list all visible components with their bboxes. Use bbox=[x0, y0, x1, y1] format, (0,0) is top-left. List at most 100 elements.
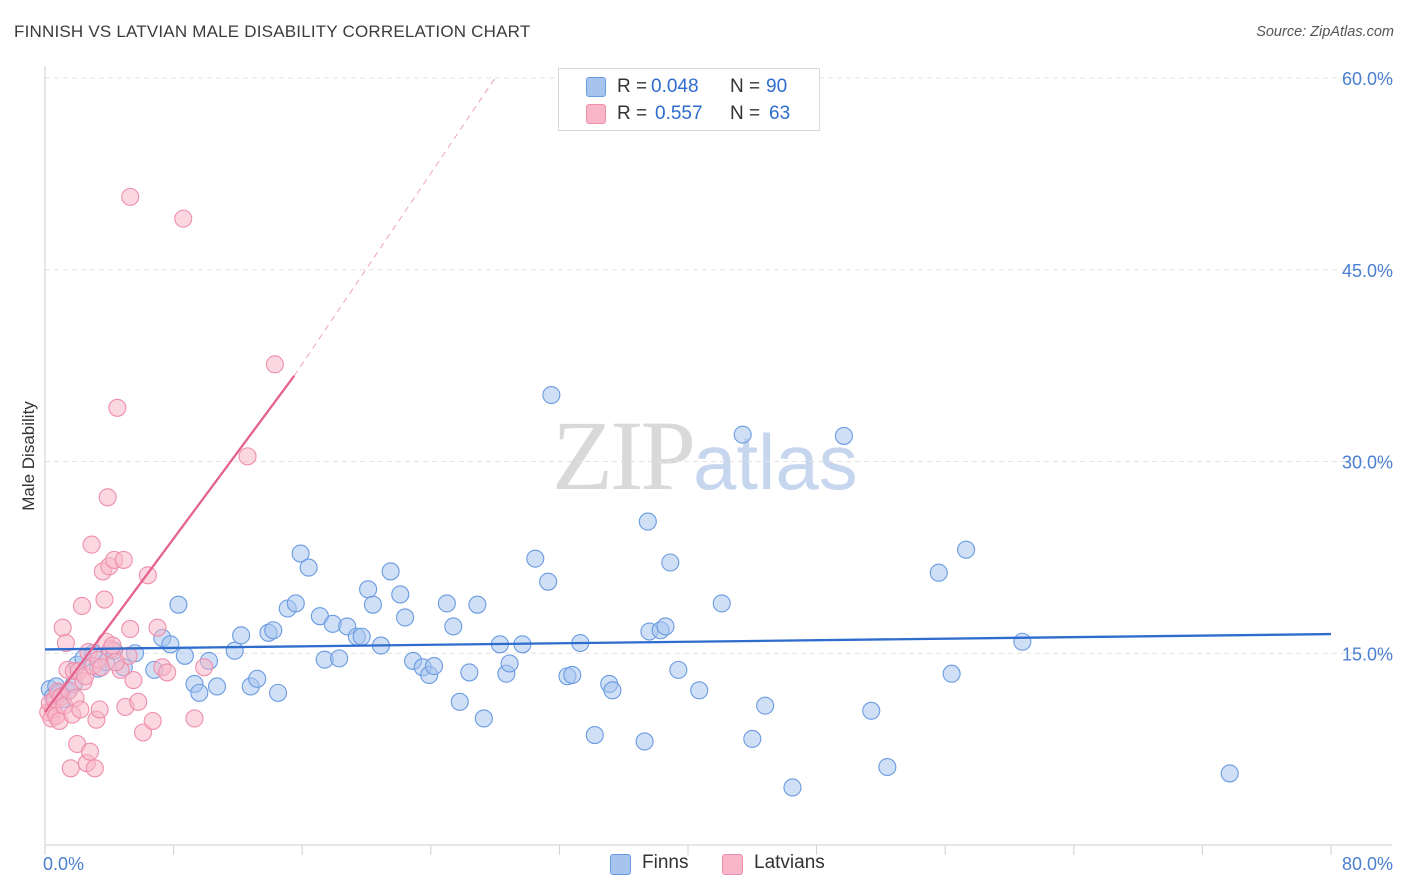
point-latvians-53 bbox=[158, 663, 177, 682]
point-finns-53 bbox=[444, 617, 463, 636]
watermark-zip: ZIP bbox=[552, 400, 696, 511]
legend-n-value-finns: 90 bbox=[766, 76, 788, 97]
point-finns-25 bbox=[232, 626, 251, 645]
point-finns-42 bbox=[359, 580, 378, 599]
point-finns-41 bbox=[352, 627, 371, 646]
point-finns-32 bbox=[286, 594, 305, 613]
source-credit: Source: ZipAtlas.com bbox=[1256, 24, 1394, 40]
point-finns-63 bbox=[539, 572, 558, 591]
point-finns-85 bbox=[862, 701, 881, 720]
legend-swatch-latvians bbox=[586, 104, 606, 124]
point-latvians-57 bbox=[121, 187, 140, 206]
point-finns-52 bbox=[437, 594, 456, 613]
y-tick-label-1: 30.0% bbox=[1342, 453, 1393, 473]
point-latvians-34 bbox=[95, 590, 114, 609]
legend-n-label: N = bbox=[730, 103, 761, 124]
point-finns-78 bbox=[690, 681, 709, 700]
bottom-legend-label-finns: Finns bbox=[642, 852, 689, 873]
point-finns-75 bbox=[656, 617, 675, 636]
stats-legend: R = 0.048 N = 90 R = 0.557 N = 63 bbox=[558, 68, 820, 131]
point-finns-83 bbox=[783, 778, 802, 797]
point-finns-82 bbox=[756, 696, 775, 715]
point-latvians-51 bbox=[148, 618, 167, 637]
point-latvians-11 bbox=[56, 633, 75, 653]
point-latvians-60 bbox=[195, 658, 214, 677]
point-finns-79 bbox=[712, 594, 731, 613]
point-finns-17 bbox=[161, 635, 180, 654]
point-latvians-56 bbox=[106, 653, 125, 672]
point-finns-27 bbox=[248, 669, 267, 688]
trendline-finns bbox=[44, 632, 1332, 651]
point-latvians-43 bbox=[114, 550, 133, 569]
point-finns-71 bbox=[635, 732, 654, 751]
point-latvians-41 bbox=[108, 398, 127, 417]
point-finns-56 bbox=[468, 595, 487, 614]
point-finns-55 bbox=[460, 663, 479, 682]
point-latvians-36 bbox=[98, 488, 117, 507]
point-finns-21 bbox=[190, 683, 209, 702]
y-tick-label-3: 60.0% bbox=[1342, 69, 1393, 89]
legend-swatch-finns bbox=[586, 77, 606, 97]
point-latvians-9 bbox=[53, 618, 72, 637]
bottom-legend-finns[interactable]: Finns bbox=[610, 852, 710, 878]
legend-r-label: R = bbox=[617, 103, 648, 124]
point-finns-23 bbox=[207, 677, 227, 696]
point-finns-18 bbox=[169, 595, 188, 614]
point-latvians-61 bbox=[238, 447, 257, 466]
trendline-extension-latvians bbox=[293, 77, 496, 377]
point-latvians-31 bbox=[90, 700, 109, 719]
point-finns-29 bbox=[264, 621, 283, 640]
point-finns-19 bbox=[175, 646, 194, 665]
point-finns-77 bbox=[669, 660, 688, 679]
legend-n-value-latvians: 63 bbox=[769, 103, 791, 124]
point-finns-62 bbox=[526, 549, 545, 568]
point-finns-81 bbox=[743, 729, 762, 748]
point-latvians-54 bbox=[121, 619, 140, 639]
point-latvians-27 bbox=[82, 535, 101, 554]
point-latvians-62 bbox=[265, 355, 284, 374]
point-finns-47 bbox=[396, 608, 415, 627]
point-finns-84 bbox=[834, 426, 853, 445]
point-latvians-20 bbox=[71, 700, 90, 719]
legend-r-value-finns: 0.048 bbox=[651, 76, 699, 97]
bottom-legend-swatch-finns bbox=[610, 854, 631, 875]
point-finns-33 bbox=[291, 544, 310, 563]
x-tick-label-max: 80.0% bbox=[1342, 854, 1393, 874]
point-finns-89 bbox=[957, 540, 976, 559]
point-latvians-14 bbox=[61, 759, 80, 778]
point-finns-90 bbox=[1013, 632, 1032, 651]
legend-r-value-latvians: 0.557 bbox=[655, 103, 703, 124]
point-latvians-39 bbox=[103, 636, 122, 655]
bottom-legend-latvians[interactable]: Latvians bbox=[722, 852, 842, 878]
point-latvians-46 bbox=[124, 671, 143, 690]
point-finns-43 bbox=[363, 595, 382, 614]
bottom-legend-label-latvians: Latvians bbox=[754, 852, 825, 873]
point-latvians-58 bbox=[174, 209, 193, 228]
x-tick-label-min: 0.0% bbox=[43, 854, 84, 874]
point-finns-45 bbox=[381, 562, 400, 581]
chart-title: FINNISH VS LATVIAN MALE DISABILITY CORRE… bbox=[14, 22, 531, 41]
point-finns-54 bbox=[450, 692, 469, 711]
point-finns-51 bbox=[424, 656, 444, 676]
point-finns-64 bbox=[542, 385, 561, 405]
point-finns-72 bbox=[638, 512, 657, 531]
point-finns-80 bbox=[733, 425, 752, 444]
y-axis-title: Male Disability bbox=[19, 401, 38, 511]
point-latvians-47 bbox=[129, 692, 148, 711]
point-finns-86 bbox=[878, 757, 897, 777]
point-finns-46 bbox=[391, 585, 410, 604]
point-latvians-26 bbox=[80, 742, 100, 761]
point-finns-88 bbox=[942, 664, 961, 683]
point-finns-70 bbox=[603, 681, 622, 700]
legend-row-finns: R = 0.048 N = 90 bbox=[559, 74, 819, 100]
point-finns-34 bbox=[299, 558, 318, 577]
point-finns-38 bbox=[330, 649, 349, 668]
trendline-latvians bbox=[44, 375, 296, 713]
point-finns-24 bbox=[225, 641, 244, 660]
point-finns-30 bbox=[269, 683, 288, 702]
y-tick-label-0: 15.0% bbox=[1342, 644, 1393, 664]
bottom-legend-swatch-latvians bbox=[722, 854, 743, 875]
point-finns-68 bbox=[585, 726, 604, 745]
point-finns-76 bbox=[661, 553, 680, 572]
